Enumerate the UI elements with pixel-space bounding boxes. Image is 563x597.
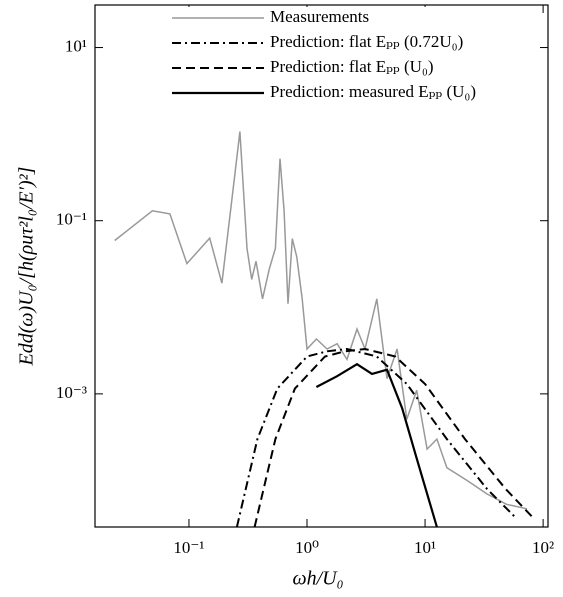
plot-frame [94, 4, 549, 528]
series-line [235, 347, 518, 527]
plot-area [114, 131, 535, 527]
x-axis-title: ωh/U₀ [292, 568, 343, 590]
y-tick-label: 10⁻³ [56, 383, 87, 402]
legend-label: Prediction: measured Eₚₚ (U₀) [270, 82, 476, 101]
legend-label: Prediction: flat Eₚₚ (0.72U₀) [270, 32, 463, 51]
legend: Measurements Prediction: flat Eₚₚ (0.72U₀… [168, 7, 538, 105]
legend-bg [168, 7, 538, 30]
series-line [114, 131, 528, 510]
y-axis-title: Edd(ω)U₀/[h(ρuτ²l₀/E′)²] [16, 167, 38, 367]
legend-bg [168, 82, 538, 105]
legend-bg [168, 32, 538, 55]
series-line [253, 347, 535, 527]
series-line [315, 362, 438, 527]
x-tick-label: 10⁻¹ [173, 538, 204, 557]
x-tick-label: 10⁰ [295, 538, 319, 557]
legend-bg [168, 57, 538, 80]
x-tick-label: 10¹ [414, 538, 436, 557]
legend-label: Prediction: flat Eₚₚ (U₀) [270, 57, 434, 76]
x-tick-label: 10² [532, 538, 554, 557]
y-tick-label: 10¹ [65, 36, 87, 55]
y-tick-label: 10⁻¹ [56, 210, 87, 229]
legend-label: Measurements [270, 7, 369, 26]
